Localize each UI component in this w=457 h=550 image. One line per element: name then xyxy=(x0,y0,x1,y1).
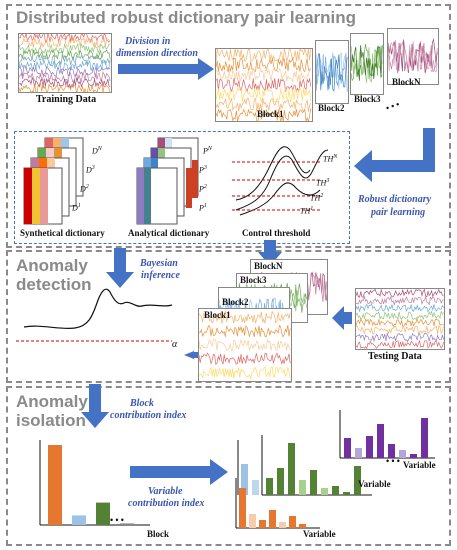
division-label-line1: Division in xyxy=(125,36,171,47)
block3-label: Block3 xyxy=(354,94,381,104)
trace-line xyxy=(19,76,111,89)
test-block1-plot-traces xyxy=(199,310,291,380)
section-2-frame xyxy=(6,250,451,383)
trace-line xyxy=(316,53,348,92)
block1-plot xyxy=(215,48,313,122)
blockN-plot xyxy=(387,28,439,85)
trace-line xyxy=(199,365,291,380)
TH-1-label: TH1 xyxy=(300,206,314,216)
training-data-label: Training Data xyxy=(36,94,97,105)
D-2-label: D2 xyxy=(80,184,89,194)
trace-line xyxy=(216,67,311,83)
testing-data-traces xyxy=(356,289,444,349)
dictionary-group-frame xyxy=(14,131,350,244)
trace-line xyxy=(351,45,383,81)
robust-label-line1: Robust dictionary xyxy=(358,194,432,205)
section-2-title-line1: Anomaly xyxy=(16,256,88,275)
test-block1-plot xyxy=(198,308,292,382)
robust-label-line2: pair learning xyxy=(371,207,426,218)
trace-line xyxy=(388,40,438,74)
division-label-line2: dimension direction xyxy=(116,48,198,59)
training-data-traces xyxy=(19,34,111,92)
trace-line xyxy=(356,317,444,328)
trace-line xyxy=(216,97,312,113)
analytical-dictionary-label: Analytical dictionary xyxy=(128,228,210,238)
block-contrib-label-line2: contribution index xyxy=(110,410,187,421)
synthetical-dictionary-label: Synthetical dictionary xyxy=(20,228,105,238)
trace-line xyxy=(199,310,291,325)
block1-label: Block1 xyxy=(257,109,284,119)
trace-line xyxy=(216,49,312,63)
block2-label: Block2 xyxy=(318,103,345,113)
bayesian-label-line2: inference xyxy=(141,270,180,281)
variable-axis-label-1: Variable xyxy=(403,460,436,470)
block2-plot-traces xyxy=(316,52,348,92)
section-1-frame xyxy=(6,4,451,248)
testing-data-plot xyxy=(355,288,445,350)
trace-line xyxy=(388,40,438,73)
variable-contrib-label-line2: contribution index xyxy=(128,498,205,509)
trace-line xyxy=(19,71,111,84)
trace-line xyxy=(356,295,444,306)
trace-line xyxy=(19,82,111,92)
block-chart-ellipsis: • • • xyxy=(110,515,124,525)
trace-line xyxy=(19,34,111,44)
block3-plot-traces xyxy=(351,44,383,83)
P-1-label: P1 xyxy=(199,203,207,213)
trace-line xyxy=(356,303,444,313)
variable-axis-label-3: Variable xyxy=(303,529,336,539)
section-3-title-line1: Anomaly xyxy=(16,392,88,411)
block1-plot-traces xyxy=(216,49,312,121)
trace-line xyxy=(19,66,111,78)
P-3-label: P3 xyxy=(199,165,207,175)
variable-axis-label-2: Variable xyxy=(358,479,391,489)
trace-line xyxy=(199,352,291,365)
trace-line xyxy=(356,325,444,335)
trace-line xyxy=(216,108,312,121)
trace-line xyxy=(19,37,111,49)
trace-line xyxy=(19,42,111,55)
P-N-label: PN xyxy=(203,146,212,156)
variable-chart-ellipsis: • • • xyxy=(386,456,400,466)
block-contrib-label-line1: Block xyxy=(130,398,154,409)
control-threshold-label: Control threshold xyxy=(242,228,311,238)
section-3-title-line2: isolation xyxy=(16,411,86,430)
blockN-label: BlockN xyxy=(392,77,421,87)
section-3-frame xyxy=(6,386,451,546)
test-block3-label: Block3 xyxy=(240,275,267,285)
test-block2-label: Block2 xyxy=(222,297,249,307)
D-3-label: D3 xyxy=(86,165,95,175)
P-2-label: P2 xyxy=(199,184,207,194)
TH-N-label: THN xyxy=(323,154,338,164)
trace-line xyxy=(199,338,291,352)
trace-line xyxy=(216,56,312,73)
trace-line xyxy=(356,289,444,298)
trace-line xyxy=(356,310,444,321)
alpha-label: α xyxy=(172,339,178,350)
testing-data-label: Testing Data xyxy=(368,351,422,362)
trace-line xyxy=(216,87,312,103)
trace-line xyxy=(19,59,111,72)
block3-plot xyxy=(350,33,384,95)
trace-line xyxy=(356,339,444,349)
blockN-plot-traces xyxy=(388,38,438,74)
test-block1-label: Block1 xyxy=(204,310,231,320)
trace-line xyxy=(199,324,291,338)
TH-3-label: TH3 xyxy=(316,178,330,188)
test-blockN-label: BlockN xyxy=(254,261,283,271)
trace-line xyxy=(356,332,444,343)
TH-2-label: TH2 xyxy=(310,193,324,203)
block-axis-label: Block xyxy=(147,529,170,539)
block2-plot xyxy=(315,40,349,104)
D-1-label: D1 xyxy=(72,203,81,213)
bayesian-label-line1: Bayesian xyxy=(140,258,178,269)
section-2-title-line2: detection xyxy=(16,275,92,294)
trace-line xyxy=(216,77,312,93)
variable-contrib-label-line1: Variable xyxy=(148,486,183,497)
section-1-title: Distributed robust dictionary pair learn… xyxy=(16,8,357,27)
trace-line xyxy=(19,53,111,66)
D-N-label: DN xyxy=(92,146,102,156)
training-data-plot xyxy=(18,33,112,93)
